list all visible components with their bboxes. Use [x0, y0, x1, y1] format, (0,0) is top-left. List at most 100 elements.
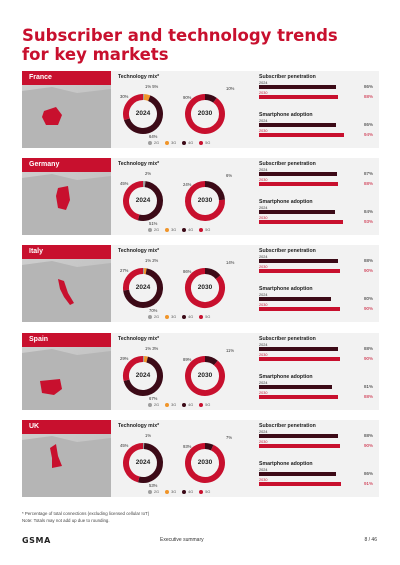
- subscriber-penetration-value-2024: 88%: [363, 258, 373, 263]
- legend-swatch: [165, 403, 170, 407]
- legend-label: 3G: [171, 141, 177, 145]
- donut-segment-3g: [143, 94, 151, 102]
- metric-year: 2030: [259, 129, 268, 133]
- subscriber-penetration-value-2024: 88%: [363, 433, 373, 438]
- segment-label: 64%: [149, 134, 158, 139]
- legend-swatch: [182, 228, 187, 232]
- legend-item: 4G: [182, 489, 193, 495]
- donut-segment-4g: [204, 356, 218, 366]
- smartphone-adoption-bar-2024: [259, 472, 337, 476]
- country-panel-france: France Technology mix* 2024 2030 1% 5% 30% 64%…: [22, 71, 379, 148]
- subscriber-penetration-value-2030: 88%: [363, 181, 373, 186]
- smartphone-adoption-bar-2024: [259, 297, 331, 301]
- donut-segment-4g: [138, 443, 163, 483]
- footnote: * Percentage of total connections (exclu…: [22, 511, 322, 524]
- donut-segment-5g: [185, 356, 225, 396]
- donut-2024: [123, 443, 163, 483]
- segment-label: 51%: [149, 221, 158, 226]
- legend-item: 3G: [165, 489, 176, 495]
- donut-segment-5g: [185, 443, 225, 483]
- smartphone-adoption-value-2024: 86%: [363, 471, 373, 476]
- subscriber-penetration-value-2024: 86%: [363, 84, 373, 89]
- country-panel-uk: UK Technology mix* 2024 2030 1% 45% 53% 7% 93% 2G…: [22, 420, 379, 497]
- segment-label: 67%: [149, 396, 158, 401]
- subscriber-penetration-bar-2030: [259, 182, 339, 186]
- map-landmass: [22, 349, 111, 410]
- country-highlight: [42, 107, 62, 125]
- legend-label: 2G: [154, 228, 160, 232]
- segment-label: 10%: [226, 86, 235, 91]
- donut-segment-5g: [185, 94, 225, 134]
- segment-label: 93%: [183, 444, 192, 449]
- metric-year: 2030: [259, 216, 268, 220]
- metric-year: 2030: [259, 391, 268, 395]
- tech-legend: 2G 3G 4G 5G: [148, 314, 210, 320]
- legend-item: 2G: [148, 140, 159, 146]
- country-name: Spain: [22, 333, 111, 347]
- metric-year: 2024: [259, 468, 268, 472]
- smartphone-adoption-label: Smartphone adoption: [259, 286, 313, 292]
- legend-swatch: [165, 315, 170, 319]
- country-name: UK: [22, 420, 111, 434]
- smartphone-adoption-value-2024: 81%: [363, 384, 373, 389]
- country-panel-italy: Italy Technology mix* 2024 2030 1% 2% 27% 70% 1…: [22, 245, 379, 322]
- segment-label: 24%: [183, 182, 192, 187]
- legend-label: 4G: [188, 315, 194, 319]
- legend-swatch: [182, 141, 187, 145]
- segment-label: 6%: [226, 173, 233, 178]
- donut-segment-3g: [143, 356, 148, 363]
- segment-label: 11%: [226, 348, 235, 353]
- segment-label: 30%: [120, 94, 129, 99]
- segment-label: 90%: [183, 95, 192, 100]
- smartphone-adoption-value-2030: 91%: [363, 481, 373, 486]
- donut-segment-4g: [123, 356, 163, 396]
- country-highlight: [50, 444, 62, 468]
- legend-swatch: [165, 490, 170, 494]
- legend-label: 4G: [188, 490, 194, 494]
- metric-year: 2024: [259, 293, 268, 297]
- legend-swatch: [199, 315, 204, 319]
- map-illustration: [22, 349, 111, 410]
- donut-2024: [123, 181, 163, 221]
- donut-segment-5g: [123, 443, 144, 483]
- donut-2030: [185, 181, 225, 221]
- segment-label: 45%: [120, 181, 129, 186]
- donut-year-label: 2024: [135, 284, 151, 291]
- segment-label: 14%: [226, 260, 235, 265]
- metric-year: 2024: [259, 168, 268, 172]
- subscriber-penetration-value-2024: 87%: [363, 171, 373, 176]
- metric-year: 2030: [259, 303, 268, 307]
- subscriber-penetration-value-2030: 88%: [363, 94, 373, 99]
- legend-item: 2G: [148, 227, 159, 233]
- subscriber-penetration-label: Subscriber penetration: [259, 248, 316, 254]
- metric-year: 2024: [259, 81, 268, 85]
- technology-mix-label: Technology mix*: [118, 74, 160, 80]
- smartphone-adoption-label: Smartphone adoption: [259, 374, 313, 380]
- donut-year-label: 2030: [197, 110, 213, 117]
- metric-year: 2024: [259, 206, 268, 210]
- donut-2024: [123, 94, 163, 134]
- legend-item: 4G: [182, 227, 193, 233]
- footnote-rounding: Note: Totals may not add up due to round…: [22, 517, 110, 523]
- smartphone-adoption-value-2024: 84%: [363, 209, 373, 214]
- donut-year-label: 2030: [197, 197, 213, 204]
- smartphone-adoption-bar-2024: [259, 385, 332, 389]
- donut-2030: [185, 356, 225, 396]
- subscriber-penetration-value-2030: 90%: [363, 268, 373, 273]
- legend-label: 4G: [188, 403, 194, 407]
- smartphone-adoption-label: Smartphone adoption: [259, 199, 313, 205]
- smartphone-adoption-label: Smartphone adoption: [259, 461, 313, 467]
- technology-mix-label: Technology mix*: [118, 423, 160, 429]
- legend-label: 2G: [154, 141, 160, 145]
- legend-item: 5G: [199, 314, 210, 320]
- segment-label: 2%: [145, 171, 152, 176]
- legend-item: 4G: [182, 314, 193, 320]
- legend-label: 5G: [205, 228, 211, 232]
- donut-segment-5g: [185, 181, 225, 221]
- segment-label: 70%: [149, 308, 158, 313]
- country-panel-germany: Germany Technology mix* 2024 2030 2% 45% 51% 6%…: [22, 158, 379, 235]
- smartphone-adoption-value-2024: 86%: [363, 122, 373, 127]
- technology-mix-label: Technology mix*: [118, 336, 160, 342]
- legend-swatch: [182, 315, 187, 319]
- legend-label: 3G: [171, 315, 177, 319]
